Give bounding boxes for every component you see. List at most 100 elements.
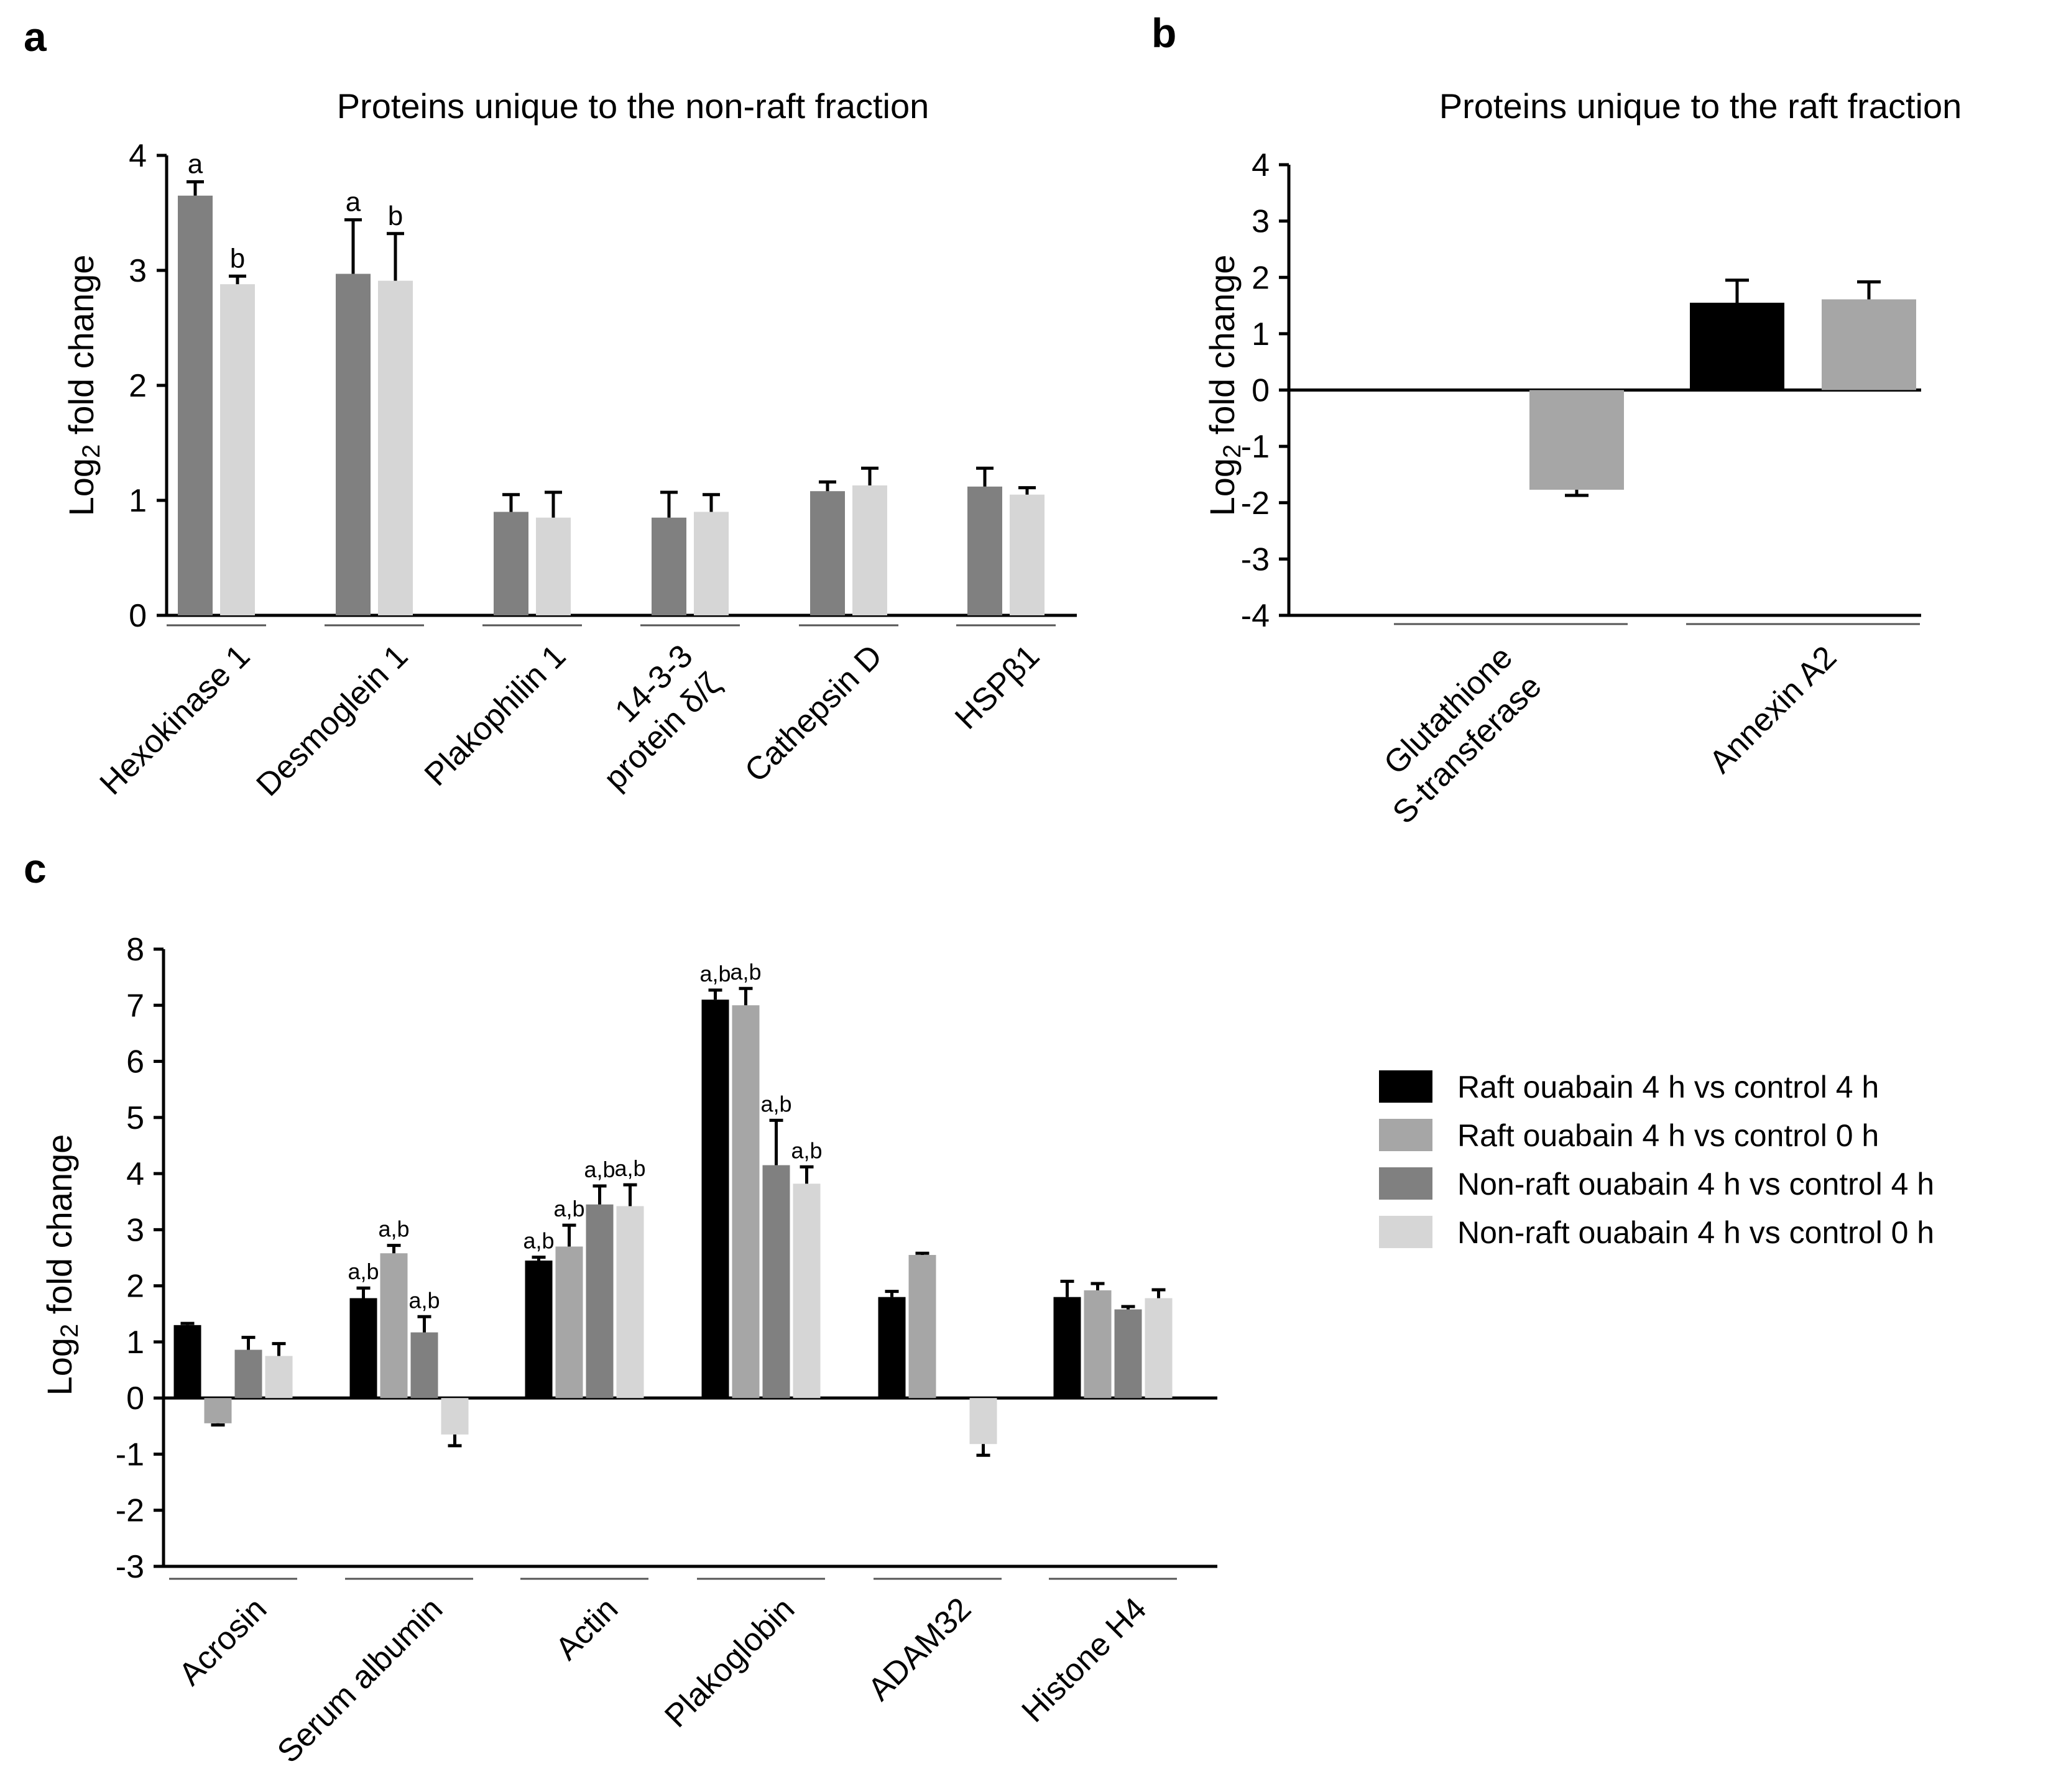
significance-label: b — [230, 243, 245, 273]
y-tick-label: 1 — [129, 483, 147, 519]
bar — [441, 1398, 469, 1435]
bar — [908, 1254, 936, 1399]
y-tick-label: 6 — [126, 1044, 144, 1080]
y-tick-label: 2 — [1252, 260, 1270, 296]
y-tick-label: 3 — [1252, 204, 1270, 240]
y-tick-label: 7 — [126, 988, 144, 1024]
category-label: Hexokinase 1 — [93, 638, 257, 802]
y-tick-label: -1 — [116, 1436, 144, 1473]
bar — [234, 1349, 262, 1399]
y-tick-label: 0 — [1252, 373, 1270, 409]
category-label: Histone H4 — [1015, 1591, 1153, 1729]
category-label: 14-3-3protein δ/ζ — [569, 638, 728, 797]
chart-panel-b: b Proteins unique to the raft fraction -4 -… — [1151, 10, 1962, 831]
category-label: HSPβ1 — [948, 638, 1046, 736]
y-tick-label: 3 — [129, 253, 147, 289]
y-axis-label: Log2 fold change — [62, 255, 105, 517]
category-label: Serum albumin — [270, 1591, 450, 1770]
significance-label: a — [188, 149, 203, 180]
bar — [878, 1297, 906, 1399]
significance-label: a,b — [348, 1259, 379, 1284]
legend-swatch — [1379, 1070, 1432, 1103]
y-tick-label: -3 — [116, 1549, 144, 1585]
panel-letter: c — [24, 845, 47, 891]
bar — [1114, 1309, 1142, 1399]
bar — [732, 1005, 760, 1399]
bar — [349, 1298, 377, 1399]
category-label: Desmoglein 1 — [250, 638, 415, 803]
significance-label: a,b — [523, 1228, 554, 1254]
legend-label: Non-raft ouabain 4 h vs control 4 h — [1457, 1167, 1934, 1202]
y-tick-label: 3 — [126, 1212, 144, 1248]
y-tick-label: 1 — [1252, 316, 1270, 352]
bar — [616, 1206, 644, 1399]
category-label: GlutathioneS-transferase — [1357, 639, 1548, 830]
legend-swatch — [1379, 1216, 1432, 1248]
bar — [178, 195, 213, 615]
bar — [173, 1325, 201, 1399]
bar — [1690, 303, 1784, 390]
bar — [336, 273, 371, 615]
bar — [810, 491, 845, 615]
y-tick-label: -4 — [1241, 598, 1270, 634]
category-label: Annexin A2 — [1702, 639, 1843, 780]
significance-label: a,b — [553, 1196, 584, 1221]
category-label: Actin — [549, 1591, 625, 1667]
bar — [555, 1246, 583, 1399]
significance-label: a,b — [730, 959, 761, 985]
significance-label: a,b — [791, 1137, 822, 1163]
bar — [204, 1398, 232, 1423]
y-tick-label: 2 — [129, 368, 147, 404]
bar — [1010, 494, 1045, 615]
panel-letter: a — [24, 14, 47, 60]
panel-letter: b — [1151, 10, 1176, 56]
bar — [969, 1398, 997, 1445]
y-tick-label: -1 — [1241, 429, 1270, 465]
bar — [652, 517, 686, 615]
category-label: ADAM32 — [861, 1591, 978, 1707]
y-tick-label: 8 — [126, 932, 144, 968]
y-tick-label: 5 — [126, 1100, 144, 1136]
y-axis-label: Log2 fold change — [1202, 255, 1246, 517]
legend-label: Non-raft ouabain 4 h vs control 0 h — [1457, 1215, 1934, 1250]
y-tick-label: -2 — [116, 1493, 144, 1529]
bar — [410, 1332, 438, 1399]
y-axis-label: Log2 fold change — [40, 1134, 83, 1396]
legend: Raft ouabain 4 h vs control 4 h Raft ouab… — [1379, 1070, 1934, 1250]
bar — [1053, 1297, 1081, 1399]
significance-label: b — [388, 201, 403, 231]
bar — [1822, 299, 1916, 390]
bar — [586, 1204, 614, 1399]
y-tick-label: 4 — [126, 1156, 144, 1192]
bar — [380, 1253, 408, 1399]
significance-label: a,b — [760, 1091, 791, 1116]
y-tick-label: 4 — [1252, 147, 1270, 183]
y-tick-label: 0 — [129, 598, 147, 634]
bar — [701, 999, 729, 1399]
bar — [852, 485, 887, 615]
chart-panel-c: c -3 -2 -1 0 1 2 3 4 5 6 7 8 Log2 fold change AcrosinS… — [24, 845, 1217, 1770]
chart-title: Proteins unique to the non-raft fraction — [337, 86, 929, 126]
y-tick-label: -2 — [1241, 485, 1270, 522]
bar — [793, 1183, 821, 1399]
legend-label: Raft ouabain 4 h vs control 4 h — [1457, 1070, 1879, 1105]
bar — [265, 1356, 293, 1399]
y-tick-label: 2 — [126, 1269, 144, 1305]
bar — [536, 517, 571, 615]
chart-panel-a: a Proteins unique to the non-raft fractio… — [24, 14, 1077, 803]
significance-label: a,b — [408, 1287, 440, 1313]
bar — [967, 486, 1002, 615]
chart-title: Proteins unique to the raft fraction — [1439, 86, 1962, 126]
bar — [378, 280, 413, 615]
bar — [694, 512, 729, 615]
bar — [762, 1165, 790, 1399]
significance-label: a,b — [584, 1157, 615, 1182]
y-tick-label: 0 — [126, 1381, 144, 1417]
significance-label: a,b — [614, 1156, 645, 1181]
legend-swatch — [1379, 1167, 1432, 1200]
bar — [1145, 1298, 1173, 1399]
category-label: Plakophilin 1 — [418, 638, 573, 793]
bar — [494, 512, 528, 615]
y-tick-label: -3 — [1241, 541, 1270, 577]
